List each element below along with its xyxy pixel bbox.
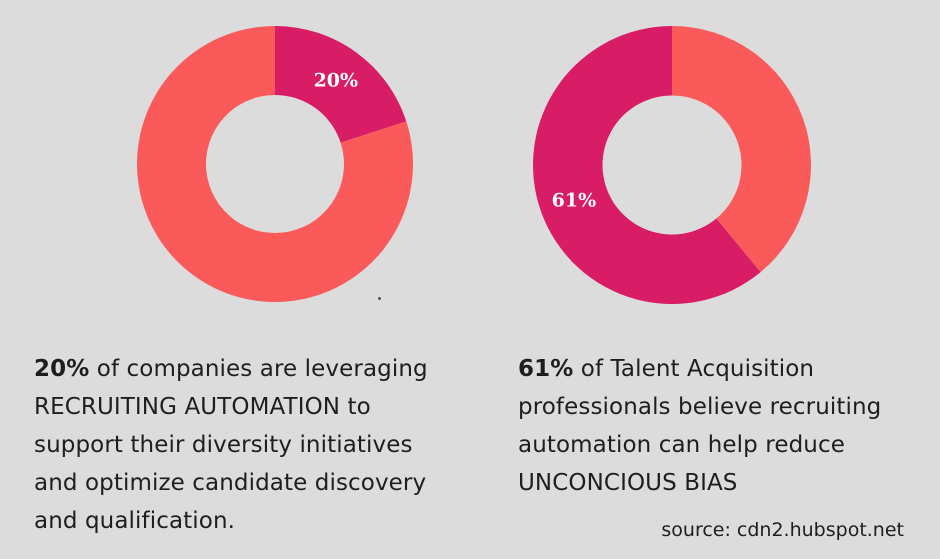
caption-right: 61% of Talent Acquisition professionals … xyxy=(518,350,928,502)
caption-left-line-text: of companies are leveraging xyxy=(89,356,428,382)
left-donut-slice-1 xyxy=(137,26,413,302)
right-donut-slice-0 xyxy=(672,26,811,273)
decorative-speck xyxy=(378,297,381,300)
right-donut-label: 61% xyxy=(552,189,597,211)
caption-left-highlight: 20% xyxy=(34,356,90,382)
donut-chart-right: 61% xyxy=(533,26,811,304)
caption-right-line-text: of Talent Acquisition xyxy=(573,356,815,382)
caption-left-line: and qualification. xyxy=(34,508,236,534)
caption-left-line: support their diversity initiatives xyxy=(34,432,413,458)
source-credit: source: cdn2.hubspot.net xyxy=(661,519,904,541)
caption-left-line: 20% of companies are leveraging xyxy=(34,350,474,388)
right-donut-slice-1 xyxy=(533,26,761,304)
left-donut-label: 20% xyxy=(314,69,359,91)
donut-chart-left: 20% xyxy=(137,26,413,302)
caption-left: 20% of companies are leveraging RECRUITI… xyxy=(34,350,474,540)
caption-left-line: and optimize candidate discovery xyxy=(34,470,427,496)
caption-right-line: UNCONCIOUS BIAS xyxy=(518,470,738,496)
caption-right-highlight: 61% xyxy=(518,356,574,382)
caption-right-line: 61% of Talent Acquisition xyxy=(518,350,928,388)
left-donut-slice-0 xyxy=(275,26,407,143)
caption-right-line: professionals believe recruiting xyxy=(518,394,882,420)
caption-right-line: automation can help reduce xyxy=(518,432,845,458)
caption-left-line: RECRUITING AUTOMATION to xyxy=(34,394,371,420)
